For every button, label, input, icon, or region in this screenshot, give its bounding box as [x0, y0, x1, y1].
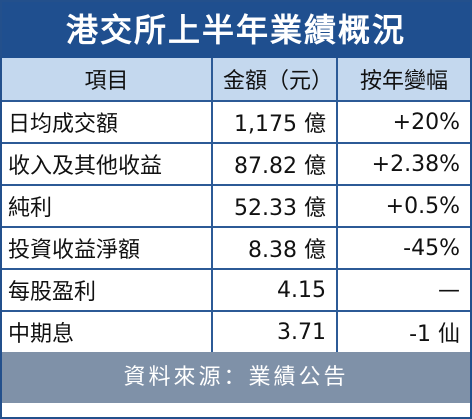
- column-header: 金額（元）: [211, 58, 338, 102]
- table-cell: +2.38%: [336, 142, 470, 186]
- source-note: 資料來源：業績公告: [2, 352, 470, 403]
- table-cell: 87.82 億: [211, 142, 338, 186]
- table-row: 收入及其他收益 87.82 億 +2.38%: [2, 142, 470, 186]
- title: 港交所上半年業績概況: [2, 2, 470, 58]
- table-cell: 日均成交額: [2, 100, 213, 144]
- table-row: 純利 52.33 億 +0.5%: [2, 184, 470, 228]
- table-cell: 52.33 億: [211, 184, 338, 228]
- table-row: 每股盈利 4.15—: [2, 268, 470, 312]
- table-row: 投資收益淨額 8.38 億 -45%: [2, 226, 470, 270]
- table-cell: +0.5%: [336, 184, 470, 228]
- table: 項目 金額（元） 按年變幅 日均成交額 1,175 億 +20% 收入及其他收益 87.82…: [2, 58, 470, 352]
- table-cell: —: [336, 268, 470, 312]
- table-cell: 純利: [2, 184, 213, 228]
- table-cell: 每股盈利: [2, 268, 213, 312]
- table-cell: 8.38 億: [211, 226, 338, 270]
- table-cell: 1,175 億: [211, 100, 338, 144]
- table-cell: 收入及其他收益: [2, 142, 213, 186]
- table-cell: -1 仙: [336, 310, 470, 352]
- table-cell: 4.15: [211, 268, 338, 312]
- table-cell: 投資收益淨額: [2, 226, 213, 270]
- table-cell: +20%: [336, 100, 470, 144]
- table-cell: -45%: [336, 226, 470, 270]
- table-row: 日均成交額 1,175 億 +20%: [2, 100, 470, 144]
- table-body: 日均成交額 1,175 億 +20% 收入及其他收益 87.82 億 +2.38% 純利 52…: [2, 100, 470, 352]
- column-header: 按年變幅: [336, 58, 470, 102]
- table-cell: 3.71: [211, 310, 338, 352]
- header-row: 項目 金額（元） 按年變幅: [2, 58, 470, 102]
- table-row: 中期息 3.71 -1 仙: [2, 310, 470, 352]
- column-header: 項目: [2, 58, 213, 102]
- table-cell: 中期息: [2, 310, 213, 352]
